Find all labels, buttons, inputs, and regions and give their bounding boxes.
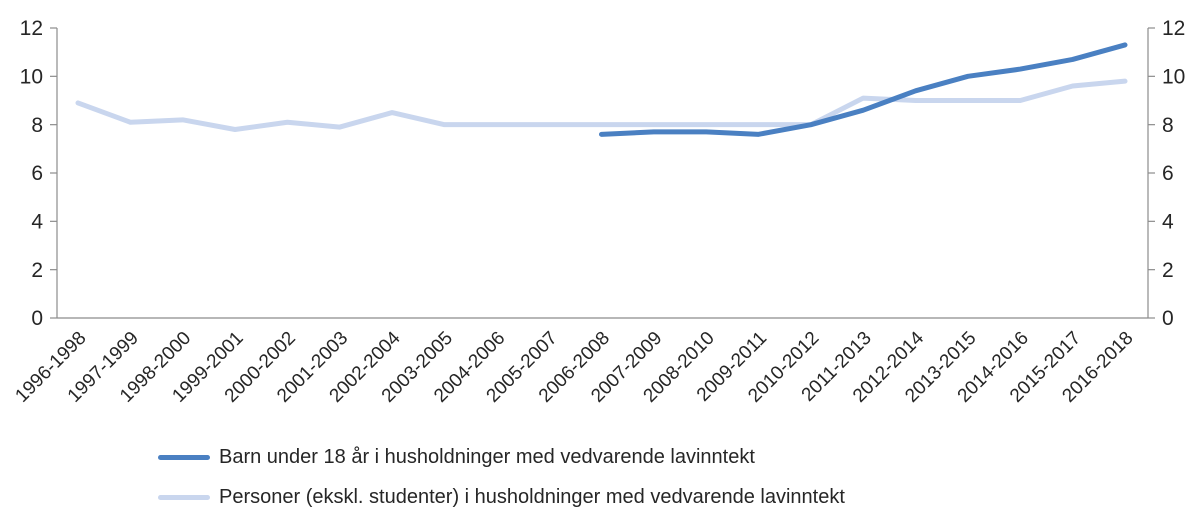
chart-plot-area: 0 0 2 2 4 4 6 6 8 8 10 10 12 12 1996-19981997-19991998…: [11, 17, 1186, 407]
svg-text:8: 8: [1162, 114, 1174, 137]
svg-text:6: 6: [31, 162, 43, 185]
svg-text:4: 4: [1162, 210, 1174, 233]
legend-label-personer-ekskl-studenter: Personer (ekskl. studenter) i husholdnin…: [219, 485, 845, 508]
legend-item-personer-ekskl-studenter: Personer (ekskl. studenter) i husholdnin…: [158, 477, 1200, 517]
y-axis-tick-labels: 0 0 2 2 4 4 6 6 8 8 10 10 12 12: [20, 17, 1186, 330]
x-axis-tick-labels: 1996-19981997-19991998-20001999-20012000…: [11, 327, 1137, 406]
svg-text:2: 2: [1162, 259, 1174, 282]
legend-item-barn-under-18: Barn under 18 år i husholdninger med ved…: [158, 437, 1200, 477]
svg-text:8: 8: [31, 114, 43, 137]
svg-text:10: 10: [20, 65, 43, 88]
svg-text:12: 12: [20, 17, 43, 40]
chart-legend: Barn under 18 år i husholdninger med ved…: [158, 437, 1200, 517]
svg-text:10: 10: [1162, 65, 1185, 88]
svg-text:0: 0: [31, 307, 43, 330]
axes: [50, 27, 1155, 319]
legend-line-swatch-light-blue: [158, 494, 210, 500]
legend-label-barn-under-18: Barn under 18 år i husholdninger med ved…: [219, 445, 755, 468]
svg-text:6: 6: [1162, 162, 1174, 185]
svg-text:12: 12: [1162, 17, 1185, 40]
svg-text:0: 0: [1162, 307, 1174, 330]
svg-text:4: 4: [31, 210, 43, 233]
series-line-0: [599, 42, 1128, 137]
series-line-1: [75, 78, 1128, 132]
legend-line-swatch-dark-blue: [158, 454, 210, 460]
svg-text:2: 2: [31, 259, 43, 282]
